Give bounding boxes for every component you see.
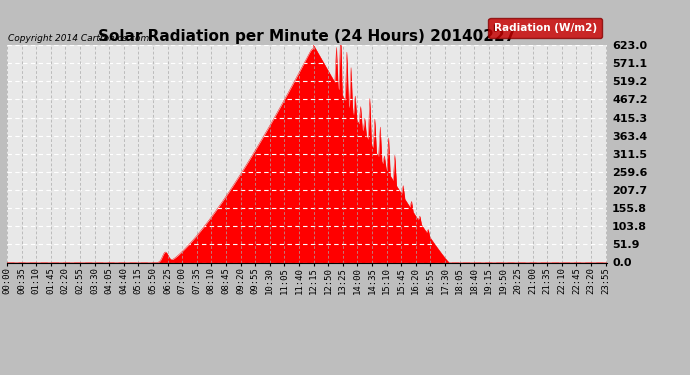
Text: Copyright 2014 Cartronics.com: Copyright 2014 Cartronics.com — [8, 34, 149, 43]
Title: Solar Radiation per Minute (24 Hours) 20140227: Solar Radiation per Minute (24 Hours) 20… — [99, 29, 515, 44]
Legend: Radiation (W/m2): Radiation (W/m2) — [489, 18, 602, 38]
